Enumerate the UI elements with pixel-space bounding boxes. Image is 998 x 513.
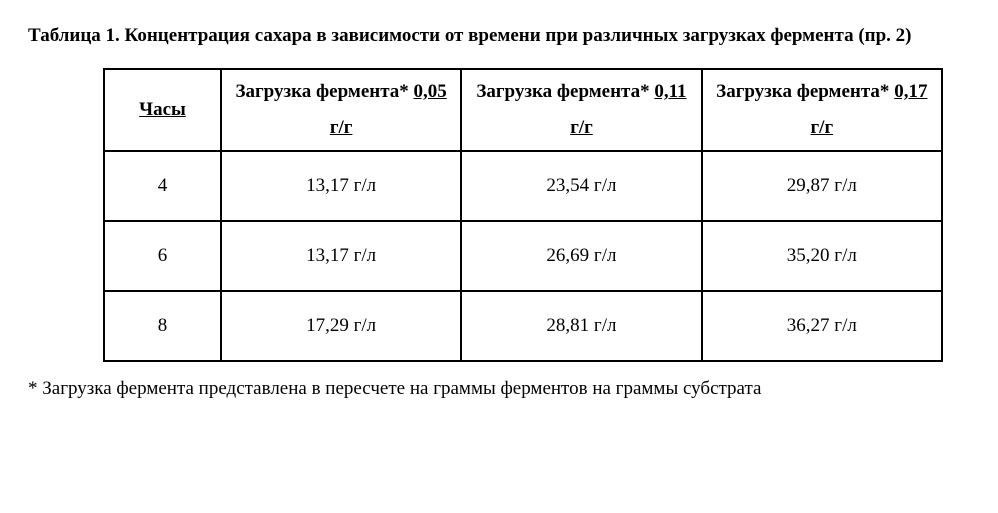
table-row: 8 17,29 г/л 28,81 г/л 36,27 г/л: [104, 291, 942, 361]
table-header-row: Часы Загрузка фермента* 0,05 г/г Загрузк…: [104, 69, 942, 151]
cell-hours: 8: [104, 291, 221, 361]
cell-value: 23,54 г/л: [461, 151, 701, 221]
col-header-1: Загрузка фермента* 0,05 г/г: [221, 69, 461, 151]
cell-value: 17,29 г/л: [221, 291, 461, 361]
cell-value: 13,17 г/л: [221, 221, 461, 291]
cell-value: 29,87 г/л: [702, 151, 942, 221]
col-header-hours: Часы: [104, 69, 221, 151]
col-header-hours-label: Часы: [139, 99, 186, 120]
table-row: 6 13,17 г/л 26,69 г/л 35,20 г/л: [104, 221, 942, 291]
col-header-1-prefix: Загрузка фермента*: [236, 81, 414, 102]
data-table: Часы Загрузка фермента* 0,05 г/г Загрузк…: [103, 68, 943, 362]
cell-hours: 4: [104, 151, 221, 221]
cell-value: 26,69 г/л: [461, 221, 701, 291]
cell-value: 28,81 г/л: [461, 291, 701, 361]
cell-value: 35,20 г/л: [702, 221, 942, 291]
table-container: Часы Загрузка фермента* 0,05 г/г Загрузк…: [28, 68, 970, 362]
table-caption: Таблица 1. Концентрация сахара в зависим…: [28, 18, 970, 54]
col-header-2: Загрузка фермента* 0,11 г/г: [461, 69, 701, 151]
col-header-3: Загрузка фермента* 0,17 г/г: [702, 69, 942, 151]
cell-value: 36,27 г/л: [702, 291, 942, 361]
cell-value: 13,17 г/л: [221, 151, 461, 221]
cell-hours: 6: [104, 221, 221, 291]
col-header-2-prefix: Загрузка фермента*: [476, 81, 654, 102]
table-row: 4 13,17 г/л 23,54 г/л 29,87 г/л: [104, 151, 942, 221]
col-header-3-prefix: Загрузка фермента*: [716, 81, 894, 102]
table-footnote: * Загрузка фермента представлена в перес…: [28, 376, 970, 403]
